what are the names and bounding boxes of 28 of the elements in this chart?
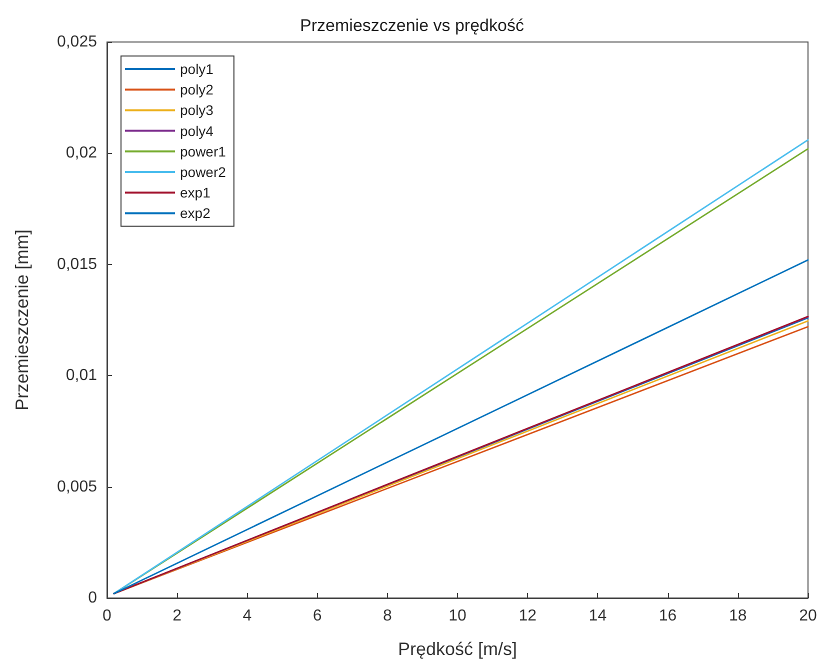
x-tick-label: 20 [799,608,817,624]
legend-label: exp2 [180,205,211,222]
legend-label: poly3 [180,102,214,118]
y-tick-label: 0,01 [66,367,98,384]
legend-label: power1 [180,143,226,160]
legend-label: power2 [180,164,226,180]
x-axis-title: Prędkość [m/s] [398,639,518,659]
y-tick-label: 0 [88,590,98,606]
y-tick-label: 0,015 [56,256,98,273]
legend-label: poly4 [180,122,214,139]
x-tick-label: 0 [102,608,112,624]
legend-label: exp1 [180,184,211,201]
x-tick-label: 18 [729,608,747,624]
x-tick-label: 14 [588,608,607,624]
x-tick-label: 2 [172,608,182,624]
y-tick-label: 0,005 [56,478,98,496]
legend-label: poly2 [180,82,214,98]
x-tick-label: 6 [312,608,322,624]
x-tick-label: 10 [448,608,466,624]
x-tick-label: 12 [518,608,537,624]
x-tick-label: 8 [382,608,392,624]
x-tick-label: 16 [658,608,677,624]
x-tick-label: 4 [242,608,252,624]
legend-label: poly1 [180,61,214,77]
y-tick-label: 0,02 [66,144,98,162]
chart-title: Przemieszczenie vs prędkość [300,16,524,35]
y-axis-title: Przemieszczenie [mm] [12,229,32,411]
y-tick-label: 0,025 [56,34,98,50]
